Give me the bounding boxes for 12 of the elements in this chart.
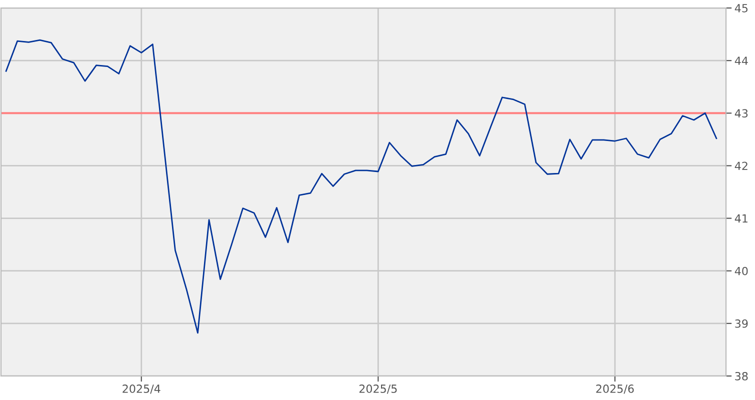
y-tick-label: 38: [735, 372, 748, 380]
y-tick-label: 39: [735, 319, 748, 328]
y-tick-label: 45: [734, 4, 748, 12]
x-tick-label: 2025/4: [122, 384, 160, 394]
y-tick-label: 41: [734, 214, 748, 223]
x-tick-label: 2025/5: [359, 384, 397, 394]
y-tick-label: 43: [734, 109, 748, 118]
x-tick-label: 2025/6: [596, 384, 634, 394]
y-tick-label: 44: [734, 56, 748, 65]
y-tick-label: 40: [734, 266, 748, 276]
y-tick-label: 42: [734, 162, 748, 170]
line-series: [5, 39, 718, 334]
